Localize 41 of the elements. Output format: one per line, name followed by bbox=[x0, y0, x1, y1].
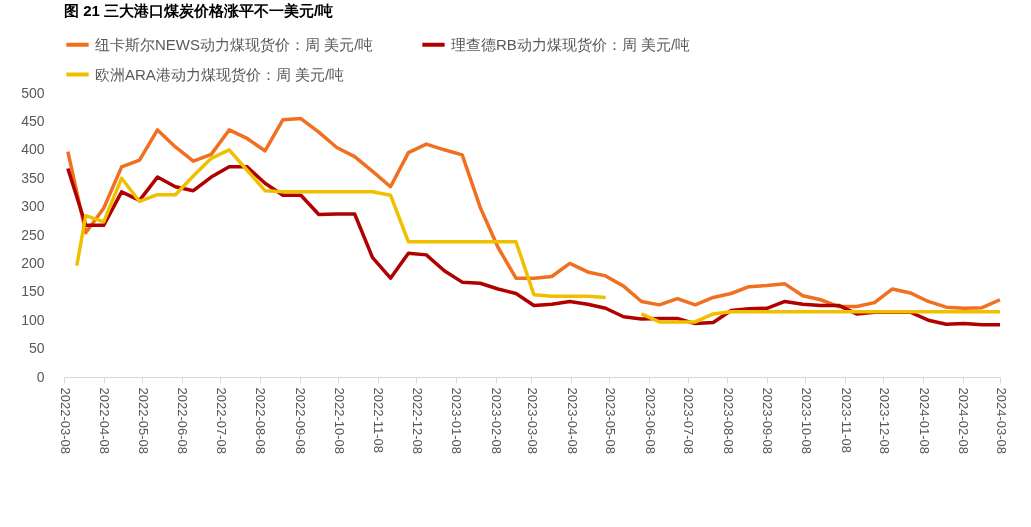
x-tick-label: 2022-08-08 bbox=[253, 387, 269, 454]
x-tick-label: 2023-01-08 bbox=[449, 387, 465, 454]
x-tick-label: 2022-07-08 bbox=[213, 387, 229, 454]
y-tick-label: 50 bbox=[28, 340, 45, 357]
y-tick-label: 450 bbox=[21, 112, 45, 129]
y-tick-label: 150 bbox=[21, 283, 45, 300]
x-tick-label: 2023-10-08 bbox=[798, 387, 814, 454]
y-tick-label: 500 bbox=[21, 84, 45, 101]
y-tick-label: 200 bbox=[21, 254, 45, 271]
x-tick-label: 2022-12-08 bbox=[409, 387, 425, 454]
chart-title: 图 21 三大港口煤炭价格涨平不一美元/吨 bbox=[64, 2, 334, 19]
y-tick-label: 100 bbox=[21, 311, 45, 328]
x-tick-label: 2022-03-08 bbox=[57, 387, 73, 454]
x-tick-label: 2023-11-08 bbox=[838, 387, 854, 454]
x-tick-label: 2023-06-08 bbox=[642, 387, 658, 454]
x-tick-label: 2023-05-08 bbox=[602, 387, 618, 454]
x-tick-label: 2022-11-08 bbox=[371, 387, 387, 454]
y-tick-label: 0 bbox=[36, 368, 45, 385]
legend-label: 欧洲ARA港动力煤现货价：周 美元/吨 bbox=[95, 65, 345, 83]
y-tick-label: 250 bbox=[21, 226, 45, 243]
y-tick-label: 300 bbox=[21, 198, 45, 215]
x-tick-label: 2024-03-08 bbox=[993, 387, 1009, 454]
x-tick-label: 2022-06-08 bbox=[175, 387, 191, 454]
x-tick-label: 2023-07-08 bbox=[681, 387, 697, 454]
x-tick-label: 2023-12-08 bbox=[876, 387, 892, 454]
y-tick-label: 350 bbox=[21, 169, 45, 186]
x-tick-label: 2022-04-08 bbox=[97, 387, 113, 454]
y-tick-label: 400 bbox=[21, 141, 45, 158]
x-tick-label: 2022-09-08 bbox=[293, 387, 309, 454]
legend-label: 纽卡斯尔NEWS动力煤现货价：周 美元/吨 bbox=[95, 35, 374, 53]
x-tick-label: 2023-02-08 bbox=[489, 387, 505, 454]
x-tick-label: 2023-08-08 bbox=[720, 387, 736, 454]
x-tick-label: 2023-03-08 bbox=[524, 387, 540, 454]
x-tick-label: 2022-10-08 bbox=[331, 387, 347, 454]
x-tick-label: 2023-09-08 bbox=[760, 387, 776, 454]
legend-label: 理查德RB动力煤现货价：周 美元/吨 bbox=[451, 35, 691, 53]
line-series bbox=[66, 116, 1002, 311]
x-tick-label: 2022-05-08 bbox=[135, 387, 151, 454]
x-tick-label: 2023-04-08 bbox=[564, 387, 580, 454]
x-tick-label: 2024-01-08 bbox=[916, 387, 932, 454]
x-tick-label: 2024-02-08 bbox=[956, 387, 972, 454]
